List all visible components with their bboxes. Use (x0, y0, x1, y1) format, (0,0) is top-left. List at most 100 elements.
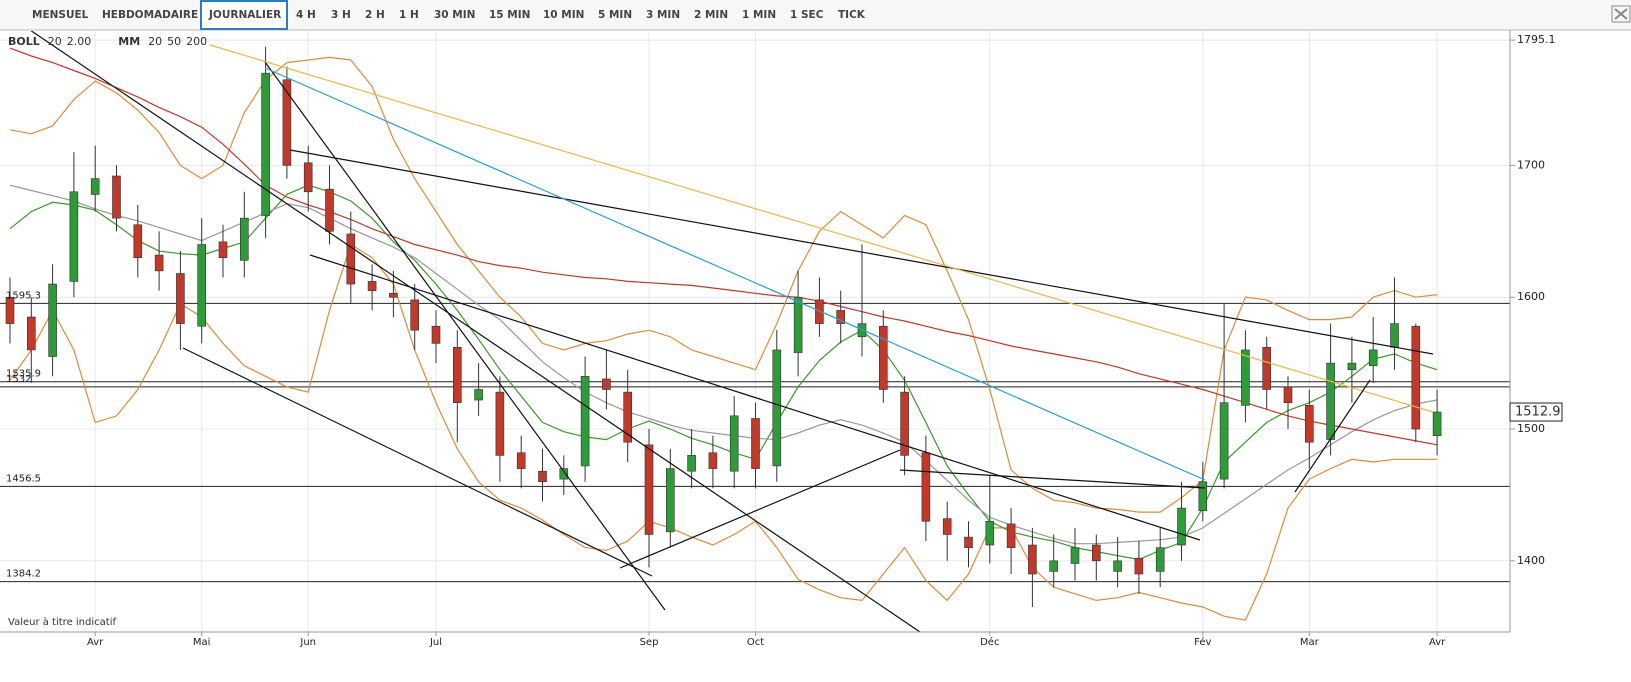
candle-body (559, 468, 569, 480)
x-tick-label: Avr (87, 637, 104, 648)
x-tick-label: Jun (299, 637, 316, 648)
candle-body (69, 191, 79, 282)
price-box (1509, 402, 1563, 422)
candle-body (1432, 411, 1442, 436)
tab[interactable]: 1 SEC (790, 9, 824, 21)
candle-body (218, 241, 228, 258)
tab-selected (200, 0, 288, 30)
x-tick-label: Sep (640, 637, 659, 648)
tab[interactable]: 3 H (331, 9, 351, 21)
candle-body (367, 281, 377, 291)
candle-body (495, 391, 505, 456)
legend-param: 20 (148, 35, 162, 48)
candle-body (729, 415, 739, 472)
tab[interactable]: JOURNALIER (208, 9, 281, 21)
trend-lines (30, 31, 1434, 632)
indicator-line (9, 47, 1438, 446)
candle-body (708, 452, 718, 469)
candle-body (665, 468, 675, 533)
x-tick-label: Mai (193, 637, 211, 648)
tab[interactable]: 1 H (399, 9, 419, 21)
tab[interactable]: 5 MIN (598, 9, 632, 21)
candle-body (325, 188, 334, 232)
candle-body (602, 378, 611, 390)
x-tick-label: Jul (429, 637, 442, 648)
candle-body (751, 418, 760, 469)
candle-body (538, 470, 547, 483)
candle-body (261, 72, 270, 216)
legend-name: BOLL (8, 35, 40, 48)
tab[interactable]: 2 MIN (694, 9, 728, 21)
level-label: 1532 (6, 374, 31, 385)
legend-param: 20 (48, 35, 62, 48)
x-tick-label: Mar (1300, 637, 1320, 648)
y-tick-label: 1600 (1517, 290, 1545, 303)
candle-body (815, 299, 824, 324)
candle-body (878, 325, 888, 390)
x-tick-label: Fév (1194, 636, 1211, 648)
candle-body (90, 178, 100, 195)
tab[interactable]: MENSUEL (32, 9, 89, 21)
plot-area (0, 46, 1510, 621)
candle-body (1134, 557, 1144, 575)
candle-body (452, 347, 462, 403)
level-label: 1384.2 (6, 569, 41, 580)
candle-body (1113, 560, 1122, 572)
x-tick-label: Avr (1429, 637, 1446, 648)
candle-body (26, 316, 36, 351)
tab[interactable]: 3 MIN (646, 9, 680, 21)
y-tick-label: 1700 (1517, 158, 1545, 171)
candle-body (389, 292, 398, 298)
candle-body (1219, 402, 1229, 480)
candle-body (474, 389, 483, 401)
candle-body (1368, 349, 1378, 367)
note: Valeur à titre indicatif (8, 616, 116, 628)
tab[interactable]: 15 MIN (489, 9, 530, 21)
candle-body (964, 536, 973, 548)
candle-body (900, 391, 909, 456)
tab[interactable]: 4 H (296, 9, 316, 21)
level-label: 1456.5 (6, 473, 41, 484)
y-tick-label: 1795.1 (1517, 33, 1556, 46)
candle-body (644, 444, 654, 535)
level-label: 1595.3 (6, 290, 41, 301)
tab[interactable]: 30 MIN (434, 9, 475, 21)
close-button[interactable] (1611, 5, 1631, 23)
legend-param: 2.00 (67, 35, 92, 48)
candle-body (112, 175, 121, 219)
candle-body (282, 79, 292, 166)
candle-body (48, 283, 57, 357)
level-label: 1535.9 (6, 369, 41, 380)
candle-body (1241, 349, 1250, 406)
y-tick-label: 1400 (1517, 554, 1545, 567)
tab[interactable]: 10 MIN (543, 9, 584, 21)
candle-body (1390, 323, 1399, 348)
candle-body (772, 349, 782, 467)
candle-body (687, 455, 696, 472)
candle-body (1283, 386, 1293, 403)
candle-body (836, 310, 846, 324)
tab[interactable]: HEBDOMADAIRE (102, 9, 198, 21)
x-tick-label: Oct (747, 637, 764, 648)
tab[interactable]: 2 H (365, 9, 385, 21)
candle-body (1411, 325, 1421, 430)
candle-body (580, 376, 590, 467)
candle-body (1177, 507, 1186, 546)
candle-body (1198, 481, 1208, 512)
legend-param: 200 (186, 35, 207, 48)
y-tick-label: 1500 (1517, 422, 1545, 435)
tab[interactable]: 1 MIN (742, 9, 776, 21)
current-price: 1512.9 (1515, 405, 1561, 420)
candle-body (303, 162, 313, 193)
candle-body (1305, 405, 1314, 443)
candle-body (410, 299, 420, 331)
legend-param: 50 (167, 35, 181, 48)
candle-body (1070, 547, 1080, 564)
candle-body (516, 452, 526, 469)
candle-body (133, 224, 143, 258)
tab[interactable]: TICK (838, 9, 866, 21)
candle-body (154, 254, 164, 272)
candle-body (1347, 362, 1357, 371)
candle-body (176, 273, 185, 324)
